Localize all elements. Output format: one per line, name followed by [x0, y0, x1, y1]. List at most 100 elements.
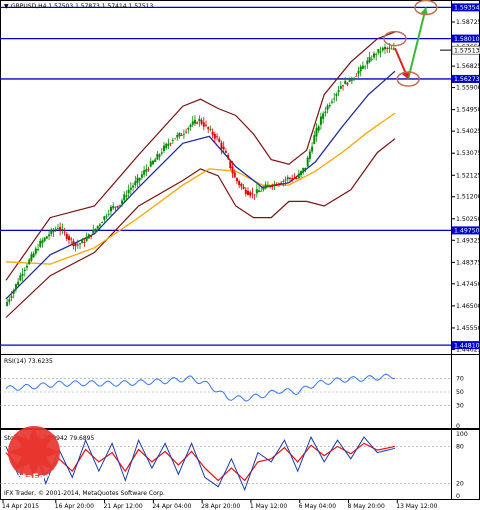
- candle-body: [308, 151, 311, 160]
- candle-body: [328, 105, 331, 107]
- candle-body: [262, 187, 265, 190]
- price-tick-label: 1.50250: [456, 216, 480, 223]
- candle-body: [280, 182, 283, 184]
- price-tick-label: 1.47450: [456, 281, 480, 288]
- candle-body: [384, 46, 387, 50]
- target-circle-marker: [396, 71, 420, 87]
- ma-fast-line: [5, 70, 396, 300]
- candle-body: [209, 129, 212, 130]
- candle-body: [132, 185, 135, 188]
- candle-body: [189, 124, 192, 128]
- current-price-tag: 1.57513: [440, 45, 480, 55]
- rsi-level-label: 0: [456, 423, 460, 430]
- candle-body: [372, 53, 375, 58]
- candle-body: [297, 173, 300, 179]
- candle-body: [291, 178, 294, 180]
- time-tick-label: 28 Apr 20:00: [201, 503, 240, 510]
- candle-body: [355, 75, 358, 77]
- rsi-level-label: 70: [456, 375, 464, 382]
- candle-body: [85, 237, 88, 241]
- candle-body: [342, 85, 345, 87]
- candle-body: [238, 181, 241, 186]
- target-circle-marker: [383, 30, 407, 47]
- candle-body: [30, 254, 33, 261]
- time-axis: 14 Apr 2015 16 Apr 20:00 21 Apr 12:00 24 Ap…: [2, 500, 438, 510]
- candle-body: [366, 60, 369, 65]
- candle-body: [295, 178, 298, 179]
- candle-body: [246, 190, 249, 195]
- price-tick-label: 1.54025: [456, 128, 480, 135]
- candle-body: [275, 183, 278, 186]
- bollinger-bands: [5, 31, 396, 318]
- candle-body: [45, 236, 48, 239]
- candle-body: [284, 179, 287, 181]
- candle-body: [313, 135, 316, 144]
- candle-body: [386, 48, 389, 49]
- candle-body: [10, 296, 13, 298]
- target-circle-marker: [414, 0, 438, 16]
- price-tick-label: 1.56825: [456, 63, 480, 70]
- rsi-level-label: 30: [456, 403, 464, 410]
- candle-body: [233, 172, 236, 178]
- candle-body: [19, 275, 22, 281]
- candle-body: [147, 168, 150, 170]
- candle-body: [43, 237, 46, 241]
- candle-body: [118, 204, 121, 206]
- candle-body: [123, 194, 126, 201]
- candle-body: [112, 205, 115, 209]
- candle-body: [346, 82, 349, 85]
- candle-body: [67, 236, 70, 241]
- candle-body: [218, 138, 221, 143]
- level-price-label: 1.59354: [454, 5, 480, 12]
- time-tick-label: 24 Apr 04:00: [152, 503, 191, 510]
- candle-body: [94, 228, 97, 232]
- candle-body: [92, 229, 95, 234]
- candle-body: [222, 146, 225, 150]
- candle-body: [388, 47, 391, 49]
- candle-body: [260, 190, 263, 192]
- candle-body: [63, 231, 66, 233]
- stochastic-main-line: [5, 435, 396, 492]
- bollinger-lower: [5, 138, 396, 318]
- instaforex-logo: InstaForex: [7, 426, 61, 483]
- candle-body: [163, 145, 166, 151]
- rsi-level-label: 50: [456, 389, 464, 396]
- candle-body: [14, 284, 17, 290]
- candle-body: [61, 228, 64, 230]
- candle-body: [202, 122, 205, 127]
- candle-body: [339, 85, 342, 89]
- candle-body: [8, 299, 11, 302]
- candle-body: [350, 79, 353, 81]
- candle-body: [74, 243, 77, 246]
- candle-body: [235, 178, 238, 182]
- price-tick-label: 1.58725: [456, 19, 480, 26]
- candle-body: [182, 133, 185, 135]
- level-price-label: 1.56273: [454, 76, 480, 83]
- candle-body: [116, 206, 119, 208]
- candle-body: [196, 122, 199, 124]
- level-price-tag: [452, 341, 480, 350]
- time-tick-label: 8 May 20:00: [347, 503, 385, 510]
- candle-body: [167, 143, 170, 146]
- candle-body: [48, 234, 51, 237]
- candle-body: [165, 143, 168, 148]
- candle-body: [138, 177, 141, 181]
- candle-body: [59, 226, 62, 231]
- candle-body: [361, 65, 364, 70]
- candle-body: [271, 185, 274, 188]
- candle-body: [224, 150, 227, 153]
- copyright-footer: IFX Trader, © 2001-2014, MetaQuotes Soft…: [4, 490, 165, 497]
- candle-body: [160, 152, 163, 154]
- candle-body: [220, 142, 223, 149]
- level-price-label: 1.58010: [454, 36, 480, 43]
- candle-body: [311, 146, 314, 152]
- price-tick-label: 1.49325: [456, 237, 480, 244]
- price-tick-label: 1.48375: [456, 259, 480, 266]
- moving-averages: [5, 70, 396, 300]
- candle-body: [52, 230, 55, 233]
- candle-body: [34, 248, 37, 254]
- candle-body: [216, 136, 219, 138]
- time-tick-label: 13 May 12:00: [396, 503, 437, 510]
- time-tick-label: 6 May 04:00: [299, 503, 337, 510]
